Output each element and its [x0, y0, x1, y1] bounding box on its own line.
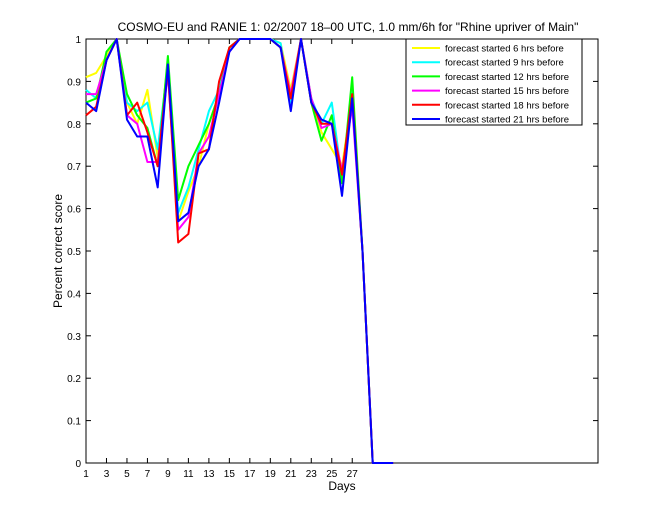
x-tick-label: 5 [124, 469, 130, 480]
y-tick-label: 0 [75, 459, 81, 470]
legend-label-5: forecast started 18 hrs before [445, 100, 569, 111]
legend-label-2: forecast started 9 hrs before [445, 58, 564, 69]
y-tick-label: 0.7 [67, 162, 81, 173]
y-tick-label: 0.4 [67, 289, 81, 300]
x-tick-label: 25 [326, 469, 338, 480]
x-tick-label: 27 [347, 469, 359, 480]
y-axis-label: Percent correct score [51, 194, 65, 308]
x-tick-label: 19 [265, 469, 277, 480]
x-tick-label: 15 [224, 469, 236, 480]
legend-label-3: forecast started 12 hrs before [445, 72, 569, 83]
series-lines [85, 38, 394, 464]
y-tick-label: 0.9 [67, 77, 81, 88]
y-tick-label: 0.3 [67, 332, 81, 343]
x-tick-label: 23 [306, 469, 318, 480]
y-tick-label: 0.5 [67, 247, 81, 258]
y-tick-label: 0.6 [67, 205, 81, 216]
x-axis-label: Days [328, 479, 355, 493]
x-tick-label: 11 [183, 469, 194, 480]
x-tick-label: 13 [203, 469, 215, 480]
y-axis-ticks: 0 0.1 0.2 0.3 0.4 0.5 0.6 0.7 0.8 0.9 1 [67, 35, 598, 470]
x-tick-label: 3 [104, 469, 110, 480]
legend-box [405, 38, 583, 126]
y-tick-label: 0.2 [67, 374, 81, 385]
x-tick-label: 1 [83, 469, 89, 480]
legend-label-6: forecast started 21 hrs before [445, 115, 569, 126]
legend: forecast started 6 hrs before forecast st… [405, 38, 583, 126]
chart-title: COSMO-EU and RANIE 1: 02/2007 18–00 UTC,… [118, 20, 579, 34]
x-tick-label: 21 [285, 469, 297, 480]
x-tick-label: 17 [244, 469, 256, 480]
x-tick-label: 9 [165, 469, 171, 480]
x-tick-label: 7 [145, 469, 151, 480]
legend-label-4: forecast started 15 hrs before [445, 86, 569, 97]
y-tick-label: 1 [75, 35, 81, 46]
x-axis-ticks: 1 3 5 7 9 11 13 15 17 19 21 23 25 27 [83, 39, 358, 480]
y-tick-label: 0.1 [67, 417, 81, 428]
legend-label-1: forecast started 6 hrs before [445, 44, 564, 55]
y-tick-label: 0.8 [67, 120, 81, 131]
series-line-6 [85, 38, 394, 464]
